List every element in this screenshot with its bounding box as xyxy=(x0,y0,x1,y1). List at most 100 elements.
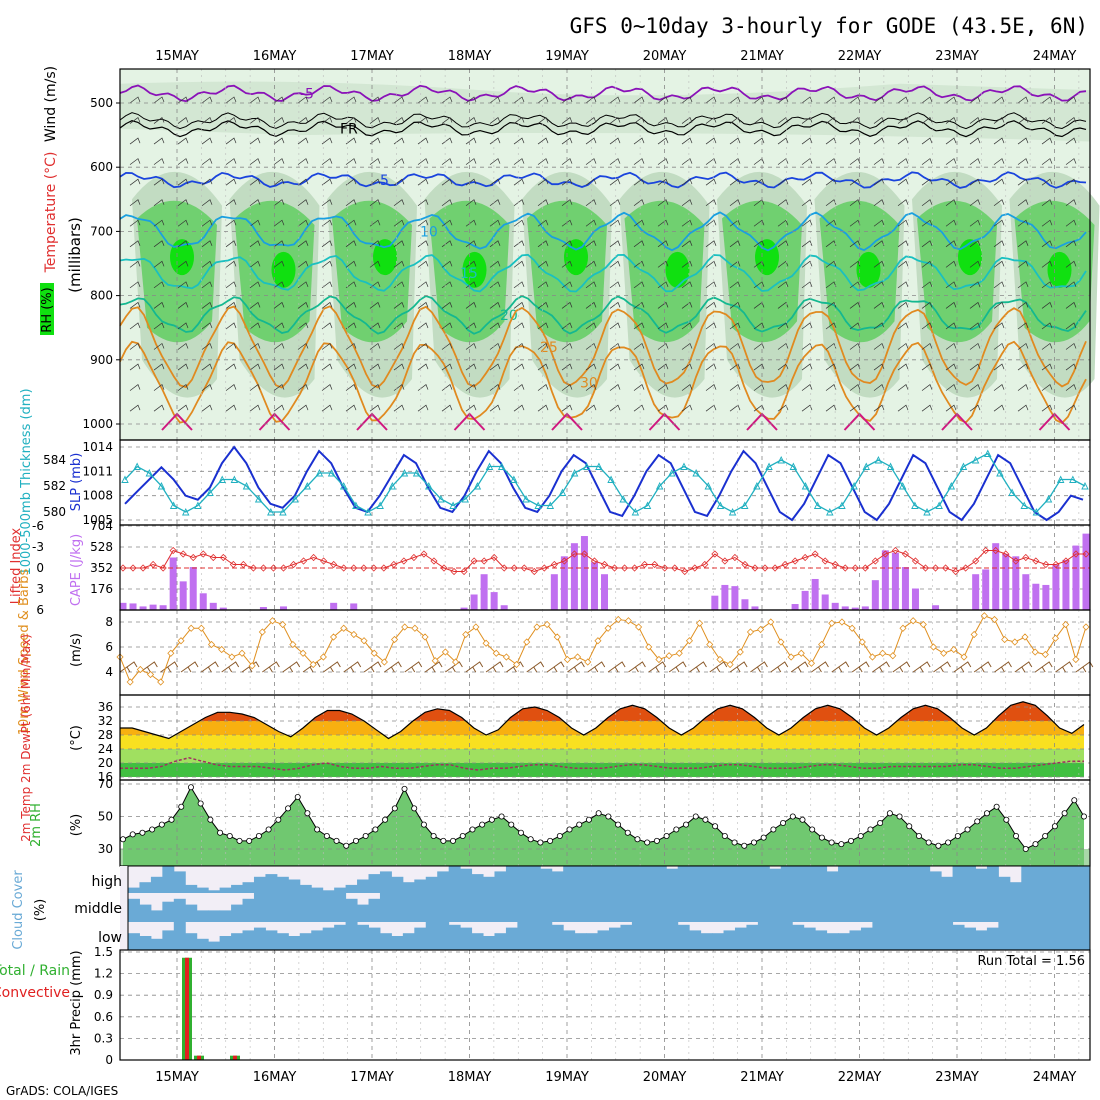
cape-bar xyxy=(129,603,137,610)
wind-barb xyxy=(465,363,477,371)
wind-barb xyxy=(153,178,165,186)
wind-speed-marker xyxy=(218,645,226,654)
wind-barb xyxy=(297,404,309,412)
rh2m-marker xyxy=(731,839,738,846)
cape-bar xyxy=(550,574,558,610)
wind-barb xyxy=(945,240,957,248)
rh2m-marker xyxy=(236,837,243,844)
wind-barb xyxy=(945,96,957,104)
wind-barb xyxy=(609,116,621,124)
wind-barb xyxy=(633,301,645,309)
cape-bar xyxy=(871,580,879,610)
cloud-bar xyxy=(345,884,358,893)
wind-barb xyxy=(801,116,813,124)
wind-barb xyxy=(897,404,909,412)
thickness-marker xyxy=(254,494,263,503)
wind-barb xyxy=(180,661,199,673)
thickness-line xyxy=(124,452,1086,513)
wind-barb xyxy=(873,322,885,330)
wind-barb xyxy=(441,301,453,309)
lifted-marker xyxy=(400,557,408,565)
thickness-marker xyxy=(1032,507,1041,516)
wind-barb xyxy=(849,301,861,309)
wind-speed-marker xyxy=(289,640,297,649)
wind-barb xyxy=(753,322,765,330)
cape-bar xyxy=(259,607,267,610)
thickness-marker xyxy=(595,462,603,470)
rh-tick: 50 xyxy=(98,810,113,824)
wind-barb xyxy=(633,404,645,412)
wind-barb xyxy=(993,219,1005,227)
wind-barb xyxy=(633,260,645,268)
wind-barb xyxy=(393,301,405,309)
rh2m-marker xyxy=(741,842,748,849)
cloud-unit-label: (%) xyxy=(33,899,48,922)
rh2m-marker xyxy=(1071,797,1078,804)
wind-barb xyxy=(729,342,741,350)
wind-barb xyxy=(177,96,189,104)
wind-barb xyxy=(609,404,621,412)
wind-barb xyxy=(681,363,693,371)
wind-barb xyxy=(705,322,717,330)
rh2m-marker xyxy=(848,837,855,844)
wind-barb xyxy=(609,384,621,391)
rh2m-marker xyxy=(149,826,156,833)
thickness-marker xyxy=(1008,488,1016,496)
cape-bar xyxy=(470,594,478,610)
lifted-marker xyxy=(159,564,167,572)
wind-barb xyxy=(801,96,813,104)
wind-barb xyxy=(873,301,885,309)
wind-barb xyxy=(345,384,357,391)
rh2m-marker xyxy=(692,813,699,820)
cape-bar xyxy=(330,602,338,610)
rh2m-marker xyxy=(828,839,835,846)
wind-tick: 6 xyxy=(105,640,113,654)
wind-barb xyxy=(273,240,285,248)
wind-barb xyxy=(489,178,501,186)
wind-barb xyxy=(369,137,381,145)
wind-barb xyxy=(705,281,717,289)
wind-barb xyxy=(681,404,693,412)
wind-barb xyxy=(561,322,573,330)
wind-barb xyxy=(513,384,525,391)
wind-speed-marker xyxy=(513,660,521,669)
precip-tick: 0.6 xyxy=(94,1010,113,1024)
wind-barb xyxy=(657,384,669,391)
thickness-marker xyxy=(145,468,154,477)
wind-barb xyxy=(225,178,237,186)
lifted-marker xyxy=(681,567,689,576)
wind-barb xyxy=(993,384,1005,391)
wind-barb xyxy=(1034,661,1053,673)
wind-barb xyxy=(873,116,885,124)
wind-barb xyxy=(825,404,837,412)
cloud-bar xyxy=(654,866,667,893)
wind-barb xyxy=(321,260,333,268)
cloud-bar xyxy=(437,922,450,950)
wind-barb xyxy=(441,178,453,186)
wind-barb xyxy=(1065,96,1077,104)
wind-barb xyxy=(441,260,453,268)
thickness-marker xyxy=(1044,494,1053,503)
wind-barb xyxy=(729,240,741,248)
wind-barb xyxy=(585,363,597,371)
wind-barb xyxy=(369,260,381,268)
lifted-marker xyxy=(661,564,669,572)
wind-barb xyxy=(225,158,237,165)
cloud-bar xyxy=(334,887,347,893)
rh2m-marker xyxy=(964,826,971,833)
thickness-marker xyxy=(619,494,627,503)
wind-barb xyxy=(585,178,597,186)
wind-barb xyxy=(1065,219,1077,227)
wind-barb xyxy=(1041,178,1053,186)
wind-barb xyxy=(177,322,189,330)
lifted-marker xyxy=(330,560,338,569)
wind-barb xyxy=(897,96,909,104)
isotherm-label: 20 xyxy=(500,308,518,324)
cloud-bar xyxy=(1021,866,1034,893)
wind-barb xyxy=(872,661,890,673)
wind-barb xyxy=(561,260,573,268)
rh2m-marker xyxy=(974,818,981,825)
rh2m-marker xyxy=(1003,816,1010,823)
wind-barb xyxy=(177,384,189,391)
date-label: 18MAY xyxy=(448,49,492,64)
